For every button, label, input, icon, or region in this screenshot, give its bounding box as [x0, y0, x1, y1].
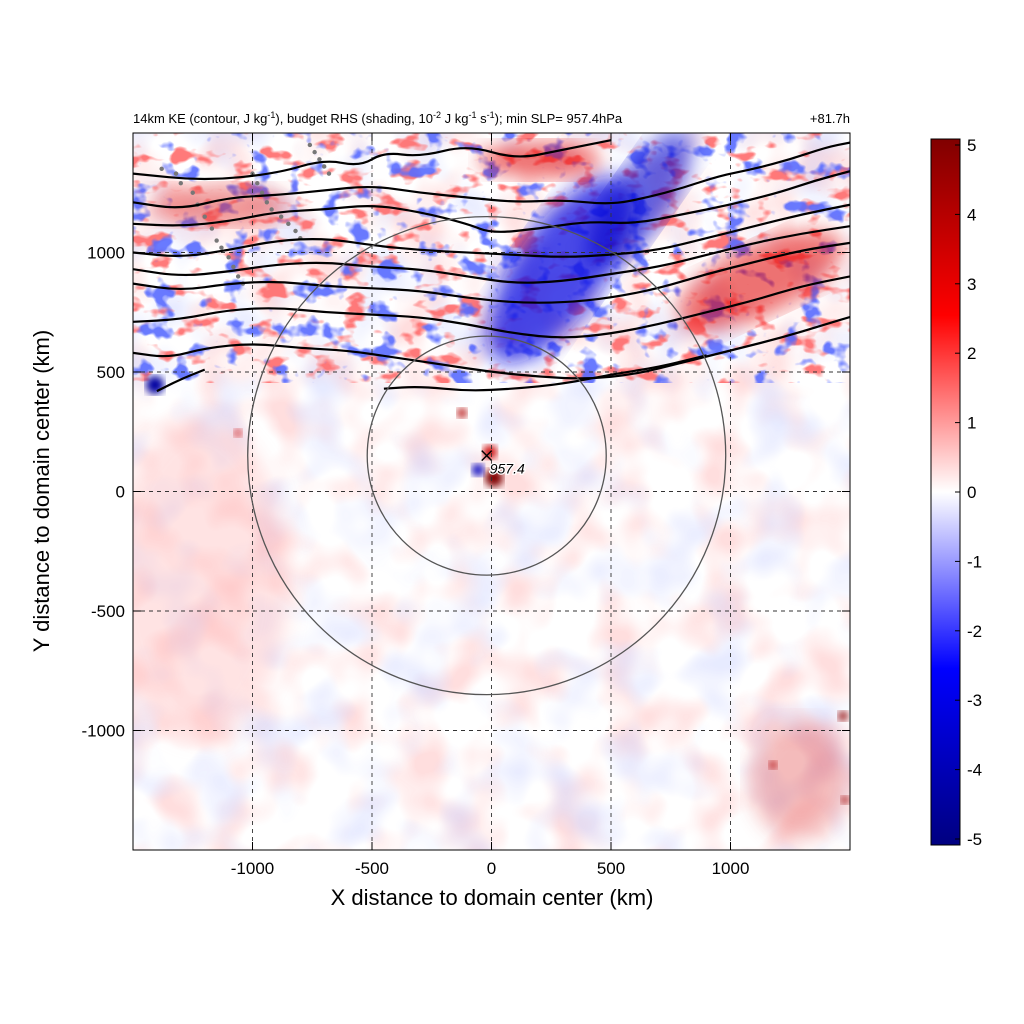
x-tick-label: -500	[355, 859, 389, 878]
colorbar-tick-label: 3	[967, 275, 976, 294]
coastline-point	[235, 274, 241, 279]
coastline-point	[278, 214, 284, 219]
coastline-point	[214, 238, 219, 243]
coastline-point	[255, 180, 260, 186]
ke-contour-line	[383, 354, 707, 392]
colorbar-tick-label: 1	[967, 414, 976, 433]
ke-contour-line	[133, 139, 612, 181]
x-axis-ticks: -1000 -500 0 500 1000	[231, 133, 750, 878]
colorbar-tick-label: -2	[967, 622, 982, 641]
colorbar-tick-label: 2	[967, 344, 976, 363]
y-axis-label: Y distance to domain center (km)	[29, 330, 54, 652]
ke-contour-line	[133, 203, 850, 258]
plot-area: 957.4	[133, 133, 850, 850]
x-tick-label: 500	[597, 859, 625, 878]
coastline-point	[219, 245, 224, 250]
ke-contours	[133, 139, 850, 393]
forecast-time-label: +81.7h	[810, 111, 850, 126]
ke-contour-line	[133, 225, 850, 284]
colorbar-tick-label: 5	[967, 136, 976, 155]
y-tick-label: -500	[91, 602, 125, 621]
coastline-point	[326, 171, 332, 176]
coastline-point	[269, 207, 274, 212]
min-slp-annotation: 957.4	[490, 461, 525, 477]
colorbar-tick-label: -1	[967, 552, 982, 571]
coastline-point	[322, 164, 327, 169]
coastline-point	[202, 214, 207, 219]
colorbar-ticks: 5 4 3 2 1 0 -1 -2 -3 -4 -5	[955, 136, 982, 849]
y-tick-label: -1000	[82, 722, 125, 741]
ke-contour-line	[133, 275, 850, 339]
ke-contour-line	[133, 141, 850, 209]
coastline-point	[259, 190, 265, 195]
ke-contour-line	[156, 368, 206, 393]
y-tick-label: 1000	[87, 244, 125, 263]
chart-title: 14km KE (contour, J kg-1), budget RHS (s…	[133, 110, 623, 126]
shading-field	[133, 133, 850, 850]
coastline-point	[317, 157, 322, 162]
x-tick-label: 1000	[712, 859, 750, 878]
colorbar: 5 4 3 2 1 0 -1 -2 -3 -4 -5	[930, 136, 982, 849]
range-rings	[247, 215, 727, 696]
ke-contour-line	[133, 315, 850, 380]
coastline-point	[190, 190, 195, 195]
x-tick-label: 0	[487, 859, 496, 878]
coastline-point	[307, 142, 313, 148]
colorbar-tick-label: 4	[967, 205, 976, 224]
coastline-point	[159, 166, 164, 172]
coastline-point	[173, 171, 179, 176]
x-axis-label: X distance to domain center (km)	[331, 885, 654, 910]
storm-center-x-icon	[481, 450, 493, 462]
coastline-point	[286, 221, 291, 227]
coastline-point	[209, 226, 215, 231]
colorbar-tick-label: -5	[967, 830, 982, 849]
storm-center-marker: 957.4	[481, 450, 526, 478]
coastline-point	[178, 180, 183, 186]
ke-contour-line	[133, 170, 850, 233]
y-tick-label: 0	[116, 483, 125, 502]
x-tick-label: -1000	[231, 859, 274, 878]
coastline-point	[264, 200, 270, 205]
ke-contour-line	[133, 241, 850, 304]
colorbar-tick-label: -4	[967, 761, 982, 780]
coastline-point	[293, 228, 298, 234]
colorbar-tick-label: 0	[967, 483, 976, 502]
range-ring	[366, 335, 607, 576]
range-ring	[247, 215, 727, 696]
y-axis-ticks: 1000 500 0 -500 -1000	[82, 244, 850, 741]
y-tick-label: 500	[97, 363, 125, 382]
coastline-point	[226, 255, 231, 260]
coastline-point	[231, 264, 236, 270]
coastline-point	[312, 149, 317, 155]
colorbar-tick-label: -3	[967, 691, 982, 710]
